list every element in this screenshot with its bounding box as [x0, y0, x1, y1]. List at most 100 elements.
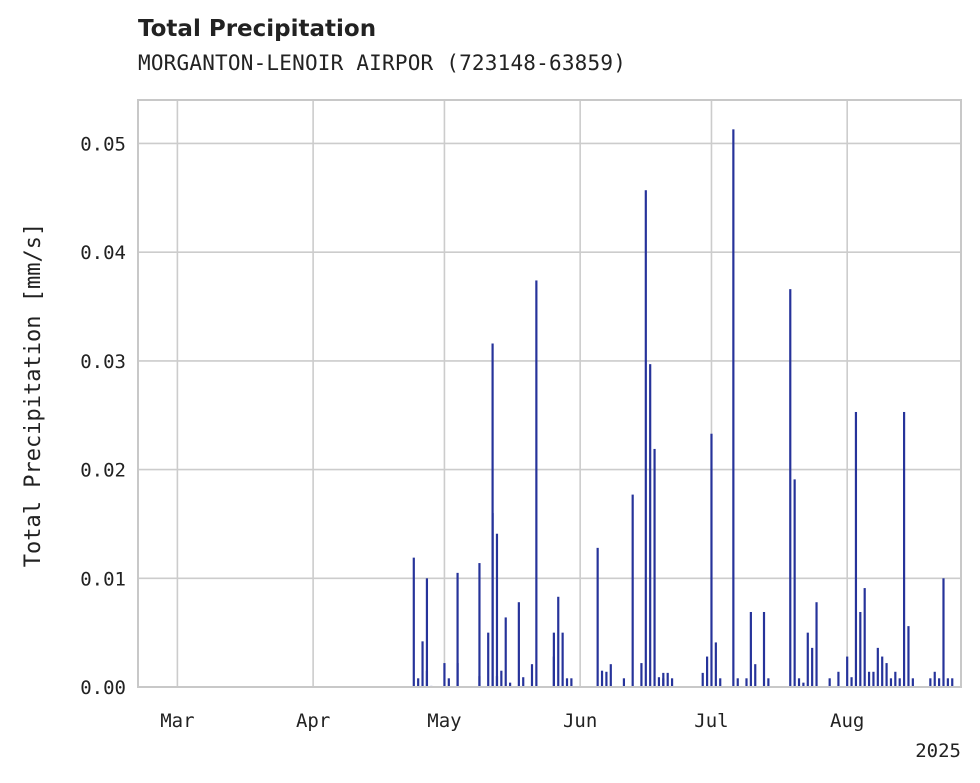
- precipitation-bar: [902, 411, 906, 687]
- precipitation-bar: [557, 596, 560, 687]
- precipitation-bar: [443, 663, 446, 687]
- precipitation-bar: [596, 547, 599, 687]
- precipitation-bar: [859, 611, 862, 687]
- precipitation-bar: [670, 678, 674, 687]
- precipitation-bar: [570, 678, 573, 687]
- precipitation-bar: [487, 632, 490, 687]
- precipitation-bar: [631, 494, 634, 687]
- precipitation-bar: [797, 678, 801, 687]
- y-tick-label: 0.04: [80, 242, 126, 264]
- precipitation-bar: [946, 678, 949, 687]
- precipitation-bar: [854, 411, 858, 687]
- x-tick-label: Jul: [694, 710, 728, 732]
- precipitation-bar: [863, 588, 866, 687]
- precipitation-bar: [456, 572, 459, 687]
- precipitation-bar: [605, 671, 608, 687]
- precipitation-bar: [898, 678, 901, 687]
- precipitation-bar: [701, 672, 704, 687]
- x-tick-label: Aug: [830, 710, 864, 732]
- precipitation-bar: [749, 611, 752, 687]
- precipitation-bar: [517, 602, 520, 687]
- precipitation-bar: [806, 632, 809, 687]
- precipitation-bar: [911, 678, 914, 687]
- precipitation-bar: [815, 602, 818, 687]
- x-tick-label: Mar: [160, 710, 194, 732]
- precipitation-bar: [530, 664, 534, 687]
- precipitation-bar: [509, 682, 512, 687]
- precipitation-bar: [666, 672, 669, 687]
- precipitation-bar: [640, 663, 643, 687]
- precipitation-bar: [894, 671, 897, 687]
- precipitation-bar: [412, 557, 415, 687]
- precipitation-bar: [828, 678, 831, 687]
- precipitation-bar: [425, 578, 429, 687]
- precipitation-bar: [850, 677, 853, 687]
- precipitation-bar: [732, 129, 735, 688]
- plot-frame: [137, 99, 962, 688]
- precipitation-bar: [767, 678, 770, 687]
- precipitation-bar: [719, 678, 722, 687]
- precipitation-bar: [907, 626, 910, 687]
- precipitation-bar: [885, 663, 888, 687]
- precipitation-bar: [789, 289, 792, 687]
- precipitation-bar: [662, 678, 665, 687]
- precipitation-bar: [736, 678, 739, 687]
- precipitation-bar: [417, 678, 420, 687]
- precipitation-bar: [478, 676, 481, 687]
- precipitation-bar: [649, 364, 652, 687]
- y-tick-label: 0.02: [80, 460, 126, 482]
- precipitation-bar: [478, 563, 481, 687]
- precipitation-bar: [561, 632, 564, 687]
- precipitation-bar: [447, 678, 450, 687]
- x-tick-label: Apr: [296, 710, 330, 732]
- y-tick-label: 0.03: [80, 351, 126, 373]
- y-axis-label: Total Precipitation [mm/s]: [21, 223, 46, 567]
- precipitation-bar: [872, 671, 875, 687]
- precipitation-bar: [929, 678, 932, 687]
- precipitation-bar: [876, 647, 879, 687]
- precipitation-bar: [802, 682, 805, 687]
- precipitation-bar: [609, 664, 612, 687]
- precipitation-bar: [793, 479, 796, 687]
- chart-subtitle: MORGANTON-LENOIR AIRPOR (723148-63859): [138, 51, 627, 75]
- precipitation-bar: [938, 678, 941, 687]
- precipitation-bar: [745, 678, 748, 687]
- y-tick-label: 0.01: [80, 568, 126, 590]
- precipitation-bar: [846, 656, 849, 687]
- precipitation-bar: [504, 617, 507, 687]
- y-tick-label: 0.05: [80, 133, 126, 155]
- x-tick-label: May: [427, 710, 461, 732]
- precipitation-bar: [710, 433, 713, 687]
- precipitation-bar: [657, 677, 661, 687]
- precipitation-bar: [565, 678, 569, 687]
- precipitation-bar: [622, 678, 626, 687]
- precipitation-bar: [762, 611, 766, 687]
- precipitation-bar: [535, 280, 538, 687]
- precipitation-bar: [942, 578, 945, 687]
- precipitation-bar: [889, 678, 893, 687]
- chart-title: Total Precipitation: [138, 16, 377, 42]
- grid: [138, 100, 961, 688]
- precipitation-bar: [951, 678, 954, 687]
- y-tick-label: 0.00: [80, 677, 126, 699]
- precipitation-bar: [706, 656, 709, 687]
- precipitation-bar: [933, 671, 936, 687]
- precipitation-bar: [867, 671, 871, 687]
- precipitation-bar: [495, 533, 499, 687]
- precipitation-bar: [491, 343, 494, 687]
- precipitation-bar: [425, 670, 429, 687]
- precipitation-bar: [500, 670, 503, 687]
- x-tick-label: Jun: [563, 710, 597, 732]
- precipitation-bar: [653, 448, 656, 687]
- precipitation-bar: [881, 656, 884, 687]
- ticks: 0.00 0.01 0.02 0.03 0.04 0.05 Mar Apr May Jun Jul A…: [80, 133, 864, 732]
- precipitation-bar: [421, 641, 424, 687]
- precipitation-bar: [754, 664, 757, 687]
- precipitation-bar: [811, 647, 814, 687]
- precipitation-bar: [714, 642, 717, 687]
- precipitation-bar: [837, 671, 840, 687]
- precipitation-bar: [600, 670, 604, 687]
- precipitation-bar: [644, 190, 647, 688]
- x-axis-year-label: 2025: [915, 740, 961, 762]
